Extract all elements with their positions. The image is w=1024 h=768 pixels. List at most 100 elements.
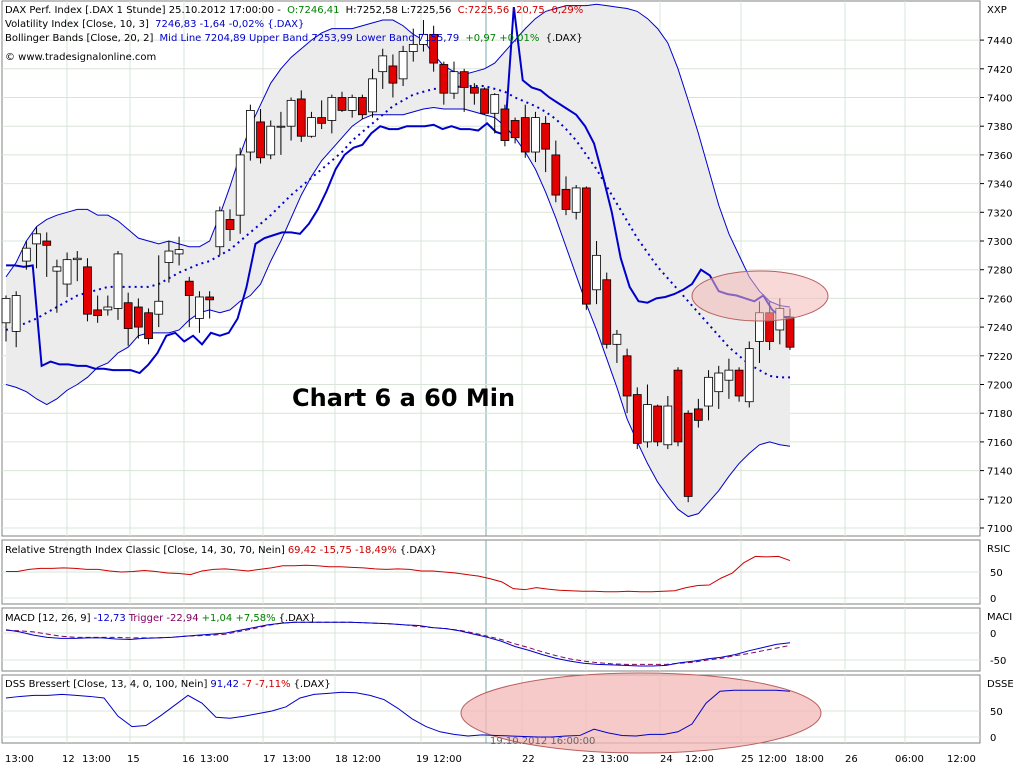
dss-tick-label-0: 50 xyxy=(990,707,1003,718)
candle-body-66 xyxy=(673,369,683,443)
candle-body-21 xyxy=(215,210,225,248)
x-tick-label-10: 19 xyxy=(416,754,429,765)
price-tick-label-14: 7380 xyxy=(987,122,1012,133)
candle-body-64 xyxy=(653,405,663,443)
dss-title-part-3: {.DAX} xyxy=(294,679,331,690)
volatility-line xyxy=(6,6,790,375)
header-symbol: DAX Perf. Index [.DAX 1 Stunde] 25.10.20… xyxy=(5,5,281,16)
annotation-text: Chart 6 a 60 Min xyxy=(292,384,515,412)
candle-body-25 xyxy=(256,121,265,159)
candle-body-33 xyxy=(337,97,347,111)
candle-body-14 xyxy=(144,312,153,339)
price-tick-label-17: 7440 xyxy=(987,36,1012,47)
rsi-tick-label-1: 0 xyxy=(990,594,996,605)
price-panel: XXP 7100 7120 7140 7160 7180 7200 7220 7240 7260 7… xyxy=(1,0,1012,537)
rsi-tick-label-0: 50 xyxy=(990,568,1003,579)
candle-body-42 xyxy=(429,33,439,64)
candle-body-77 xyxy=(785,316,795,348)
candle-body-23 xyxy=(235,154,245,216)
price-tick-label-15: 7400 xyxy=(987,94,1012,105)
price-tick-label-6: 7220 xyxy=(987,352,1012,363)
candle-body-20 xyxy=(205,296,215,301)
candle-body-0 xyxy=(1,297,11,324)
price-tick-label-16: 7420 xyxy=(987,65,1012,76)
candle-body-51 xyxy=(520,117,530,153)
macd-axis-label: MACI xyxy=(987,612,1012,623)
candle-body-38 xyxy=(388,65,398,84)
candle-body-34 xyxy=(347,97,357,111)
x-tick-label-22: 12:00 xyxy=(947,754,976,765)
x-tick-label-4: 16 xyxy=(182,754,195,765)
candle-body-19 xyxy=(195,296,204,319)
x-tick-label-0: 13:00 xyxy=(5,754,34,765)
candle-body-37 xyxy=(378,55,388,73)
candle-body-57 xyxy=(581,187,591,305)
header-close: C:7225,56 -20,75 -0,29% xyxy=(458,5,584,16)
header-line-1: DAX Perf. Index [.DAX 1 Stunde] 25.10.20… xyxy=(5,5,583,16)
candle-body-65 xyxy=(663,405,673,446)
candle-body-11 xyxy=(113,253,123,309)
candle-body-22 xyxy=(225,219,235,230)
bollinger-legend: Bollinger Bands [Close, 20, 2] xyxy=(5,33,153,44)
candle-body-69 xyxy=(704,376,713,407)
candle-body-35 xyxy=(357,97,367,116)
candle-body-71 xyxy=(724,369,734,381)
candle-body-36 xyxy=(368,78,377,113)
macd-title-part-1: -12,73 xyxy=(93,613,125,624)
candle-body-29 xyxy=(296,98,306,137)
candle-body-67 xyxy=(683,412,693,497)
bollinger-suffix: {.DAX} xyxy=(546,33,583,44)
candle-body-44 xyxy=(449,71,459,94)
rsi-axis-label: RSIC xyxy=(987,544,1010,555)
price-tick-label-13: 7360 xyxy=(987,151,1012,162)
candle-body-72 xyxy=(734,369,744,397)
x-tick-label-18: 12:00 xyxy=(758,754,787,765)
price-tick-label-12: 7340 xyxy=(987,180,1012,191)
candle-body-73 xyxy=(744,348,754,403)
candle-body-16 xyxy=(164,250,174,263)
candle-body-9 xyxy=(93,309,103,317)
x-tick-label-15: 24 xyxy=(660,754,673,765)
dss-line xyxy=(5,689,791,738)
price-tick-label-9: 7280 xyxy=(987,266,1012,277)
candle-body-10 xyxy=(103,306,113,311)
candle-body-28 xyxy=(286,99,296,127)
x-tick-label-12: 22 xyxy=(522,754,535,765)
rsi-line xyxy=(6,555,791,593)
x-tick-label-21: 06:00 xyxy=(895,754,924,765)
candle-body-5 xyxy=(52,266,62,272)
rsi-title-part-0: Relative Strength Index Classic [Close, … xyxy=(5,545,285,556)
x-tick-label-6: 17 xyxy=(263,754,276,765)
candle-body-48 xyxy=(490,94,500,114)
candle-body-46 xyxy=(469,87,479,94)
x-tick-label-17: 25 xyxy=(741,754,754,765)
candle-body-12 xyxy=(123,302,133,329)
candle-body-1 xyxy=(11,295,21,332)
bollinger-mid-line xyxy=(5,85,790,379)
candle-body-62 xyxy=(632,394,642,444)
x-tick-label-1: 12 xyxy=(62,754,75,765)
candle-body-2 xyxy=(21,247,31,262)
x-tick-label-9: 12:00 xyxy=(352,754,381,765)
price-tick-label-4: 7180 xyxy=(987,409,1012,420)
dss-panel: DSSE 50 0 DSS Bressert [Close, 13, 4, 0, 10… xyxy=(1,672,1014,754)
candle-body-43 xyxy=(439,64,449,94)
candle-body-63 xyxy=(643,404,652,443)
candle-body-26 xyxy=(266,125,276,156)
candle-body-45 xyxy=(459,71,469,88)
volatility-values: 7246,83 -1,64 -0,02% {.DAX} xyxy=(155,19,304,30)
x-axis: 13:00 12 13:00 15 16 13:00 17 13:00 18 12:00 19 12:… xyxy=(5,754,976,765)
macd-title-part-4: {.DAX} xyxy=(279,613,316,624)
candle-body-59 xyxy=(602,279,612,345)
highlight-ellipse-price xyxy=(691,270,829,322)
dss-title-part-2: -7 -7,11% xyxy=(242,679,291,690)
bollinger-upper-line xyxy=(5,3,791,308)
crosshair-date-label: 19.10.2012 16:00:00 xyxy=(490,736,595,747)
macd-title: MACD [12, 26, 9] -12,73 Trigger -22,94 +1,0… xyxy=(5,613,316,624)
candle-body-41 xyxy=(419,33,428,45)
x-tick-label-7: 13:00 xyxy=(282,754,311,765)
candle-body-6 xyxy=(62,259,72,285)
volatility-legend: Volatility Index [Close, 10, 3] xyxy=(5,19,149,30)
candle-body-70 xyxy=(714,372,724,393)
candle-body-7 xyxy=(72,257,82,261)
